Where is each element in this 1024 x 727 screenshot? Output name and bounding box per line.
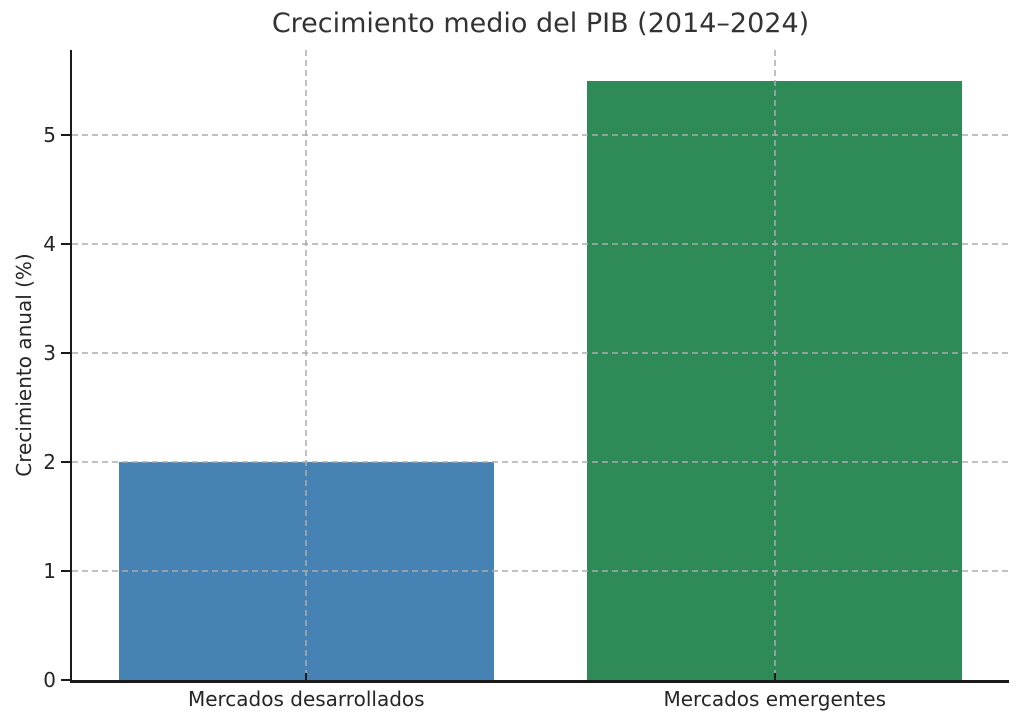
y-tick-label: 3: [43, 341, 56, 365]
plot-area: [69, 50, 1009, 683]
gridline-vertical: [773, 50, 776, 680]
y-tick-label: 0: [43, 668, 56, 692]
gridline-horizontal: [72, 570, 1009, 572]
y-tick-label: 5: [43, 123, 56, 148]
y-axis-spine: [69, 50, 72, 683]
y-tick-mark: [60, 242, 70, 246]
gridline-horizontal: [72, 352, 1009, 354]
x-tick-mark: [305, 673, 308, 680]
y-tick-mark: [60, 133, 70, 137]
x-tick-mark: [773, 673, 776, 680]
y-tick-mark: [60, 569, 70, 573]
x-tick-label: Mercados emergentes: [663, 687, 887, 711]
y-tick-label: 1: [43, 559, 56, 583]
grid-layer: [72, 50, 1009, 680]
gridline-horizontal: [72, 243, 1009, 245]
x-axis-spine: [69, 680, 1009, 683]
y-tick-label: 4: [43, 232, 56, 256]
y-tick-mark: [60, 351, 70, 355]
gridline-vertical: [305, 50, 308, 680]
y-tick-mark: [60, 460, 70, 464]
chart-title: Crecimiento medio del PIB (2014–2024): [271, 8, 810, 39]
y-tick-mark: [60, 678, 70, 682]
y-axis-label: Crecimiento anual (%): [12, 253, 36, 477]
gridline-horizontal: [72, 134, 1009, 136]
x-tick-label: Mercados desarrollados: [187, 687, 425, 711]
y-tick-label: 2: [43, 450, 56, 474]
gridline-horizontal: [72, 461, 1009, 463]
